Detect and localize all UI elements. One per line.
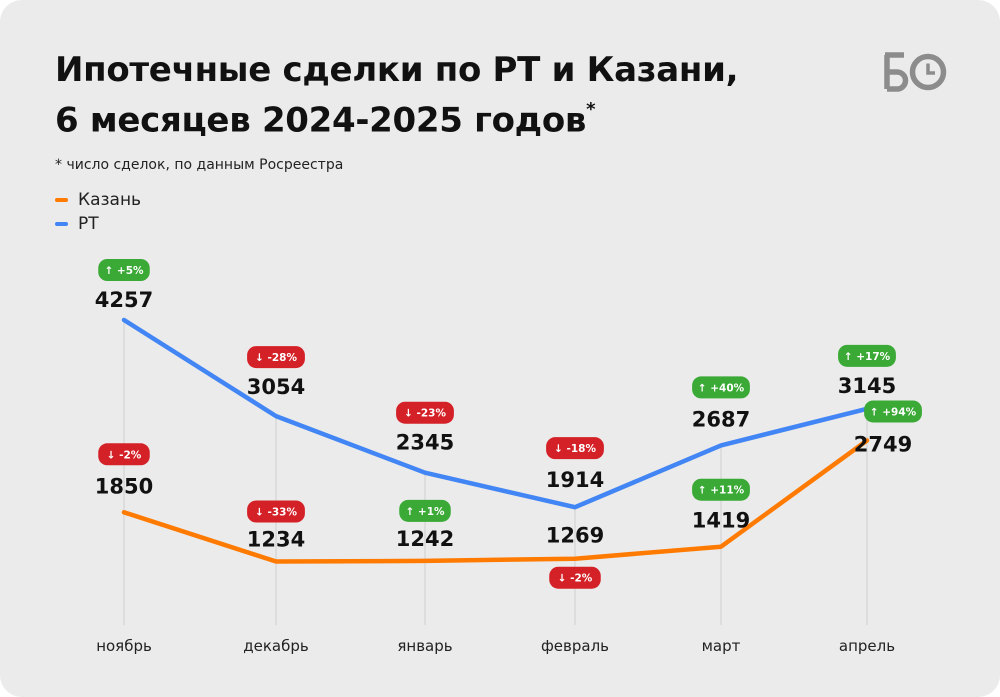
- legend-item-rt: РТ: [55, 212, 141, 236]
- change-badge-text: ↑ +1%: [405, 506, 445, 518]
- change-badge-bg: [692, 376, 750, 399]
- change-badge-bg: [549, 566, 601, 589]
- value-label: 1914: [546, 468, 604, 492]
- x-tick-label: апрель: [839, 637, 895, 655]
- change-badge-text: ↑ +11%: [698, 485, 745, 497]
- change-badge-bg: [399, 499, 451, 522]
- value-label: 1850: [95, 474, 153, 498]
- title-footnote-mark: *: [586, 99, 596, 120]
- change-badge-text: ↓ -2%: [107, 449, 142, 461]
- change-badge-bg: [864, 400, 922, 423]
- series-line-rt: [121, 317, 870, 510]
- chart-title: Ипотечные сделки по РТ и Казани, 6 месяц…: [55, 48, 739, 142]
- change-badge-text: ↑ +40%: [698, 382, 745, 394]
- x-tick-label: декабрь: [243, 637, 308, 655]
- value-label: 3145: [838, 374, 896, 398]
- legend-swatch-kazan: [55, 198, 68, 202]
- change-badge-text: ↓ -2%: [558, 573, 593, 585]
- legend: Казань РТ: [55, 188, 141, 236]
- change-badge-bg: [692, 478, 750, 501]
- value-label: 1419: [692, 509, 750, 533]
- x-tick-label: ноябрь: [96, 637, 152, 655]
- chart-title-line2: 6 месяцев 2024-2025 годов: [55, 100, 587, 141]
- x-tick-label: март: [702, 637, 741, 655]
- change-badge-bg: [98, 259, 150, 281]
- value-label: 3054: [247, 375, 305, 399]
- legend-label-kazan: Казань: [78, 190, 142, 210]
- value-labels: 1850 1234 1242 1269 1419 2749 4257 3054 2345 1914…: [95, 288, 912, 552]
- change-badge-text: ↓ -33%: [255, 507, 297, 519]
- change-badge-bg: [546, 437, 604, 460]
- value-label: 1242: [396, 527, 454, 551]
- footnote: * число сделок, по данным Росреестра: [55, 157, 344, 173]
- value-label: 2687: [692, 407, 750, 431]
- change-badge-text: ↑ +94%: [870, 406, 917, 418]
- x-tick-label: февраль: [541, 637, 609, 655]
- change-badge-text: ↑ +5%: [104, 265, 144, 277]
- change-badge-text: ↓ -28%: [255, 352, 297, 364]
- change-badge-bg: [396, 401, 454, 424]
- change-badge-text: ↓ -23%: [404, 408, 446, 420]
- value-label: 1269: [546, 524, 604, 548]
- change-badge-bg: [247, 500, 305, 523]
- x-axis-tick-labels: ноябрь декабрь январь февраль март апрель: [96, 637, 895, 655]
- bo-logo: [884, 52, 947, 92]
- change-badge-bg: [247, 346, 305, 369]
- value-label: 2345: [396, 431, 454, 455]
- legend-label-rt: РТ: [78, 214, 99, 234]
- change-badge-bg: [98, 443, 150, 466]
- x-tick-label: январь: [397, 637, 452, 655]
- gridlines: [123, 320, 868, 625]
- series-lines: [121, 317, 870, 564]
- change-badges: ↓ -2% ↓ -33% ↑ +1% ↓ -2% ↑ +11% ↑ +94% ↑ +5% ↓ …: [98, 259, 922, 589]
- value-label: 1234: [247, 528, 305, 552]
- value-label: 4257: [95, 288, 153, 312]
- change-badge-text: ↑ +17%: [844, 351, 891, 363]
- change-badge-bg: [838, 344, 896, 367]
- value-label: 2749: [854, 432, 912, 456]
- legend-item-kazan: Казань: [55, 188, 141, 212]
- series-line-kazan: [121, 438, 870, 564]
- chart-title-line1: Ипотечные сделки по РТ и Казани,: [55, 50, 739, 90]
- legend-swatch-rt: [55, 222, 68, 226]
- change-badge-text: ↓ -18%: [554, 443, 596, 455]
